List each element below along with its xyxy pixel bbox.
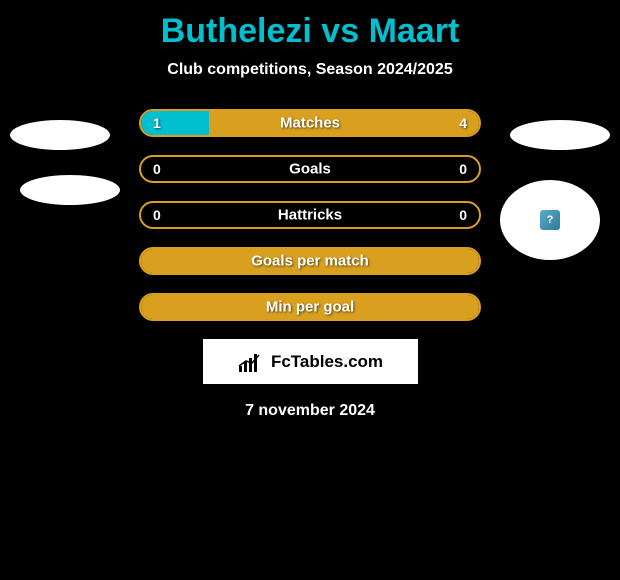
subtitle: Club competitions, Season 2024/2025 [0,61,620,79]
stat-label: Goals [289,161,331,178]
stat-bar-hattricks: 0 Hattricks 0 [139,201,481,229]
stat-label: Min per goal [266,299,354,316]
stat-bar-goals-per-match: Goals per match [139,247,481,275]
fill-left [141,111,209,135]
stat-value-right: 4 [459,115,467,131]
stat-value-left: 1 [153,115,161,131]
stats-container: 1 Matches 4 0 Goals 0 0 Hattricks 0 Goal… [139,109,481,321]
stat-value-left: 0 [153,161,161,177]
person-icon: ? [540,210,560,230]
page-title: Buthelezi vs Maart [0,0,620,51]
stat-bar-goals: 0 Goals 0 [139,155,481,183]
player-left-avatar-shape-1 [10,120,110,150]
stat-bar-min-per-goal: Min per goal [139,293,481,321]
chart-icon [237,352,267,372]
fill-right [209,111,479,135]
stat-label: Goals per match [251,253,369,270]
stat-value-right: 0 [459,161,467,177]
stat-label: Matches [280,115,340,132]
stat-label: Hattricks [278,207,342,224]
stat-value-right: 0 [459,207,467,223]
logo-inner: FcTables.com [237,352,383,372]
logo-text: FcTables.com [271,352,383,372]
date-text: 7 november 2024 [0,402,620,420]
player-left-avatar-shape-2 [20,175,120,205]
player-right-avatar-shape-2: ? [500,180,600,260]
logo-box: FcTables.com [203,339,418,384]
player-right-avatar-shape-1 [510,120,610,150]
stat-value-left: 0 [153,207,161,223]
stat-bar-matches: 1 Matches 4 [139,109,481,137]
